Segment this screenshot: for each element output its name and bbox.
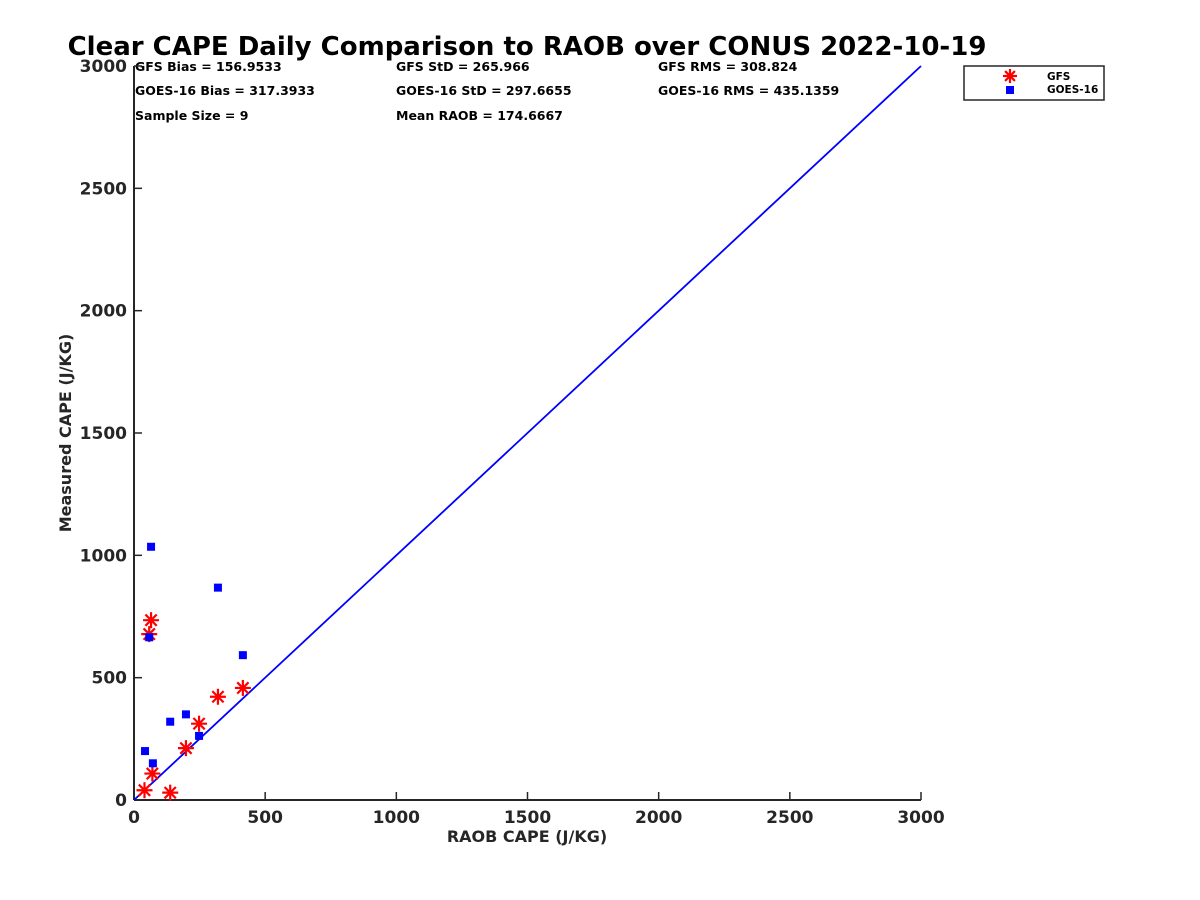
stat-goes-std: GOES-16 StD = 297.6655 — [396, 83, 572, 98]
x-tick-label: 3000 — [897, 808, 944, 828]
x-tick-label: 1500 — [504, 808, 551, 828]
legend-label-goes-16: GOES-16 — [1047, 84, 1098, 96]
x-tick-label: 0 — [128, 808, 140, 828]
point-goes-16 — [148, 759, 157, 768]
asterisk-stroke — [179, 741, 193, 755]
stat-sample-size: Sample Size = 9 — [135, 108, 248, 123]
asterisk-stroke — [211, 690, 225, 704]
point-goes-16 — [141, 747, 150, 756]
point-goes-16 — [166, 717, 175, 726]
chart-title: Clear CAPE Daily Comparison to RAOB over… — [68, 32, 987, 62]
axes: 0 500 1000 1500 2000 2500 3000 0 500 1000 1500 2000… — [80, 57, 945, 828]
y-tick-label: 500 — [92, 669, 128, 689]
legend-box — [963, 65, 1105, 101]
stat-goes-bias: GOES-16 Bias = 317.3933 — [135, 83, 315, 98]
stat-gfs-std: GFS StD = 265.966 — [396, 59, 530, 74]
x-tick-label: 2000 — [635, 808, 682, 828]
stat-mean-raob: Mean RAOB = 174.6667 — [396, 108, 563, 123]
point-gfs — [234, 679, 251, 696]
asterisk-stroke — [163, 786, 177, 800]
x-tick-label: 500 — [247, 808, 283, 828]
y-tick-label: 0 — [115, 791, 127, 811]
y-tick-label: 3000 — [80, 57, 127, 77]
y-tick-label: 1500 — [80, 424, 127, 444]
y-tick-label: 2000 — [80, 302, 127, 322]
stats-block: GFS Bias = 156.9533 GFS StD = 265.966 GF… — [135, 59, 839, 123]
asterisk-stroke — [138, 783, 151, 797]
point-gfs — [143, 612, 160, 629]
y-tick-label: 1000 — [80, 546, 127, 566]
legend: GFS GOES-16 — [963, 65, 1105, 101]
point-goes-16 — [145, 633, 154, 642]
legend-marker-gfs — [1003, 69, 1017, 83]
point-gfs — [191, 715, 208, 732]
asterisk-stroke — [236, 681, 250, 695]
y-tick-label: 2500 — [80, 179, 127, 199]
stat-gfs-bias: GFS Bias = 156.9533 — [135, 59, 282, 74]
one-to-one-line — [133, 65, 922, 801]
y-axis-label: Measured CAPE (J/KG) — [56, 334, 75, 533]
point-gfs — [209, 688, 226, 705]
point-gfs — [136, 782, 153, 799]
point-gfs — [144, 765, 161, 782]
reference-line — [133, 65, 922, 801]
asterisk-stroke — [192, 717, 206, 731]
point-gfs — [177, 740, 194, 757]
stat-goes-rms: GOES-16 RMS = 435.1359 — [658, 83, 839, 98]
asterisk-stroke — [1004, 70, 1016, 82]
data-points — [136, 542, 251, 801]
x-axis-label: RAOB CAPE (J/KG) — [447, 827, 607, 846]
x-tick-label: 1000 — [373, 808, 420, 828]
point-goes-16 — [147, 542, 156, 551]
x-tick-label: 2500 — [766, 808, 813, 828]
stat-gfs-rms: GFS RMS = 308.824 — [658, 59, 798, 74]
asterisk-stroke — [145, 767, 159, 781]
legend-label-gfs: GFS — [1047, 71, 1070, 83]
legend-marker-goes-16 — [1006, 86, 1014, 94]
point-goes-16 — [195, 731, 204, 740]
point-goes-16 — [238, 651, 247, 660]
asterisk-stroke — [144, 613, 158, 627]
point-gfs — [162, 784, 179, 801]
point-goes-16 — [181, 710, 190, 719]
legend-symbol-goes-16 — [1006, 86, 1014, 94]
point-goes-16 — [213, 583, 222, 592]
legend-symbol-gfs — [1003, 69, 1017, 83]
